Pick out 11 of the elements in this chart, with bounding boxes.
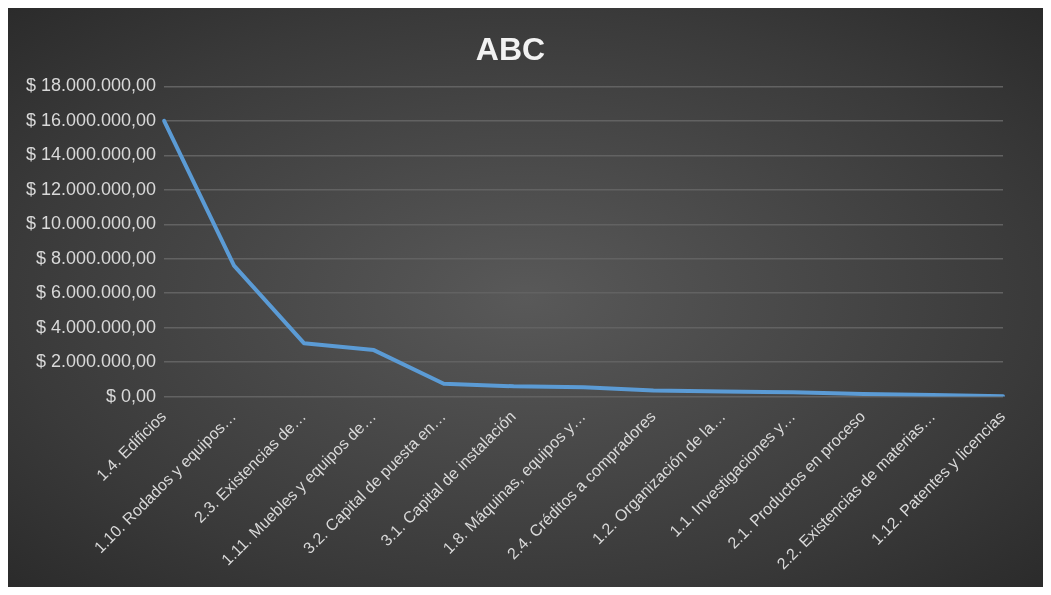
y-tick-label: $ 16.000.000,00 [26,109,157,130]
y-tick-label: $ 18.000.000,00 [26,75,157,96]
chart-title: ABC [475,31,546,68]
y-tick-label: $ 2.000.000,00 [36,351,157,372]
y-tick-label: $ 14.000.000,00 [26,144,157,165]
y-tick-label: $ 10.000.000,00 [26,213,157,234]
y-tick-label: $ 0,00 [106,385,157,406]
y-tick-label: $ 8.000.000,00 [36,247,157,268]
y-tick-label: $ 4.000.000,00 [36,316,157,337]
y-tick-label: $ 12.000.000,00 [26,178,157,199]
y-tick-label: $ 6.000.000,00 [36,282,157,303]
